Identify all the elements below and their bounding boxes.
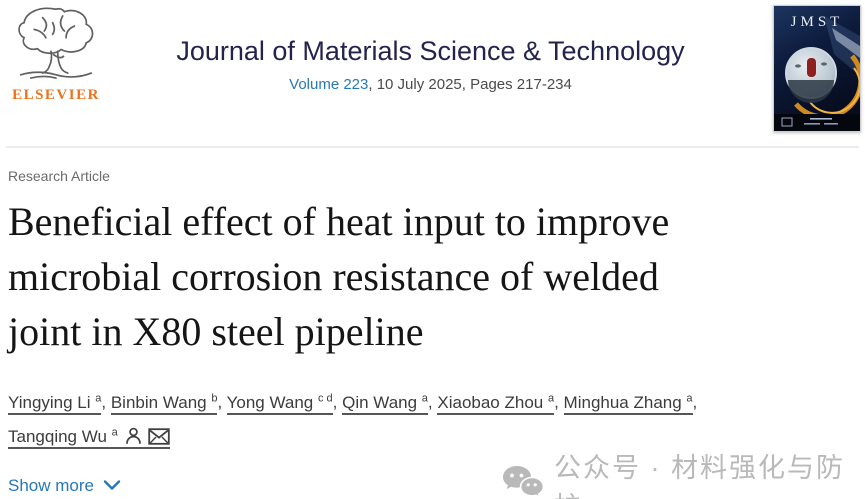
- elsevier-logo[interactable]: ELSEVIER: [8, 4, 104, 104]
- article-title: Beneficial effect of heat input to impro…: [8, 194, 857, 359]
- article-summary: Research Article Beneficial effect of he…: [8, 168, 857, 496]
- author-name: Tangqing Wu: [8, 427, 112, 447]
- journal-cover-thumbnail[interactable]: JMST: [773, 5, 864, 132]
- author-affiliation-sup: a: [111, 426, 118, 439]
- article-title-line: joint in X80 steel pipeline: [8, 309, 424, 354]
- author-separator: ,: [101, 392, 111, 412]
- author-affiliation-sup: c d: [317, 392, 333, 404]
- email-icon[interactable]: [143, 427, 170, 446]
- show-more-label: Show more: [8, 476, 94, 496]
- author-affiliation-sup: b: [211, 392, 218, 404]
- header-divider: [6, 146, 859, 148]
- author-affiliation-sup: a: [686, 392, 693, 404]
- author-link[interactable]: Yingying Li a: [8, 392, 102, 415]
- cover-masthead-text: JMST: [791, 14, 844, 30]
- author-name: Minghua Zhang: [563, 392, 687, 412]
- show-more-button[interactable]: Show more: [8, 476, 121, 496]
- author-list: Yingying Li a, Binbin Wang b, Yong Wang …: [8, 383, 836, 452]
- author-name: Binbin Wang: [110, 392, 212, 412]
- article-title-line: microbial corrosion resistance of welded: [8, 254, 659, 299]
- journal-title-link[interactable]: Journal of Materials Science & Technolog…: [176, 36, 685, 66]
- author-link[interactable]: Tangqing Wu a: [8, 426, 170, 450]
- watermark-text: 公众号 · 材料强化与防护: [554, 453, 845, 499]
- author-profile-icon[interactable]: [118, 427, 143, 446]
- chevron-down-icon: [103, 476, 121, 496]
- elsevier-wordmark: ELSEVIER: [12, 87, 100, 103]
- journal-banner: Journal of Materials Science & Technolog…: [108, 36, 753, 93]
- author-affiliation-sup: a: [547, 392, 555, 404]
- article-type-label: Research Article: [8, 168, 110, 184]
- author-separator: ,: [554, 392, 564, 412]
- author-separator: ,: [692, 392, 698, 412]
- author-separator: ,: [332, 392, 343, 412]
- author-name: Yingying Li: [8, 392, 96, 412]
- volume-link[interactable]: Volume 223: [289, 76, 369, 93]
- author-affiliation-sup: a: [421, 392, 428, 404]
- elsevier-tree-icon: [14, 7, 98, 84]
- issue-meta: , 10 July 2025, Pages 217-234: [368, 76, 572, 93]
- wechat-icon: [502, 465, 545, 499]
- author-link[interactable]: Qin Wang a: [342, 392, 428, 415]
- author-name: Qin Wang: [342, 392, 422, 412]
- author-extras: [118, 427, 170, 446]
- author-link[interactable]: Yong Wang c d: [226, 392, 333, 415]
- author-separator: ,: [427, 392, 438, 412]
- author-link[interactable]: Minghua Zhang a: [563, 392, 693, 415]
- author-affiliation-sup: a: [95, 392, 102, 404]
- issue-line: Volume 223, 10 July 2025, Pages 217-234: [108, 76, 753, 93]
- article-title-line: Beneficial effect of heat input to impro…: [8, 199, 670, 244]
- author-name: Xiaobao Zhou: [437, 392, 548, 412]
- author-name: Yong Wang: [226, 392, 318, 412]
- author-link[interactable]: Binbin Wang b: [110, 392, 218, 415]
- author-link[interactable]: Xiaobao Zhou a: [437, 392, 555, 415]
- wechat-watermark: 公众号 · 材料强化与防护: [502, 446, 865, 499]
- author-separator: ,: [217, 392, 227, 412]
